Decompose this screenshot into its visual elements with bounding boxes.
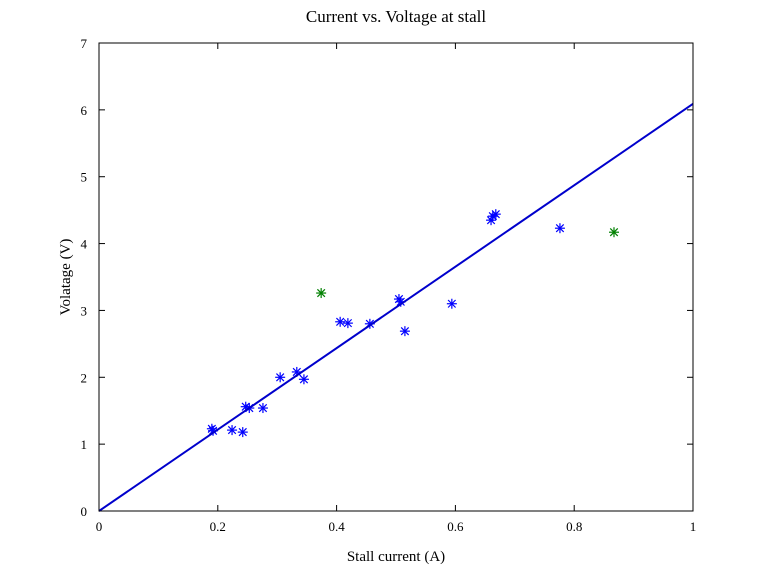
data-point-measurements: [490, 209, 501, 220]
y-tick-label: 1: [81, 437, 88, 452]
x-tick-label: 0.6: [447, 519, 464, 534]
x-axis-label: Stall current (A): [347, 549, 445, 565]
data-point-measurements: [554, 223, 565, 234]
marks: [98, 103, 694, 512]
y-tick-label: 7: [81, 36, 88, 51]
data-point-measurements: [257, 403, 268, 414]
x-tick-label: 0.2: [210, 519, 226, 534]
data-point-measurements: [227, 425, 238, 436]
ticks: 0 0.2 0.4 0.6 0.8 1 0 1 2 3 4 5 6 7: [81, 36, 697, 534]
y-tick-label: 6: [81, 103, 88, 118]
x-tick-label: 1: [690, 519, 697, 534]
data-point-measurements: [399, 326, 410, 337]
y-tick-label: 4: [81, 237, 88, 252]
y-tick-label: 5: [81, 170, 88, 185]
data-point-measurements: [298, 374, 309, 385]
x-tick-label: 0: [96, 519, 103, 534]
data-point-outliers: [316, 288, 327, 299]
data-point-outliers: [608, 227, 619, 238]
y-tick-label: 0: [81, 504, 88, 519]
y-tick-label: 2: [81, 370, 88, 385]
data-point-measurements: [342, 318, 353, 329]
data-point-measurements: [275, 372, 286, 383]
data-point-measurements: [237, 427, 248, 438]
y-tick-label: 3: [81, 303, 88, 318]
data-point-measurements: [446, 298, 457, 309]
data-point-measurements: [335, 316, 346, 327]
data-point-measurements: [486, 215, 497, 226]
fit-line: [98, 103, 694, 512]
x-tick-label: 0.8: [566, 519, 582, 534]
plot-frame: [98, 42, 694, 512]
x-tick-label: 0.4: [328, 519, 345, 534]
y-axis-label: Volatage (V): [58, 239, 74, 316]
chart-title: Current vs. Voltage at stall: [306, 7, 486, 26]
